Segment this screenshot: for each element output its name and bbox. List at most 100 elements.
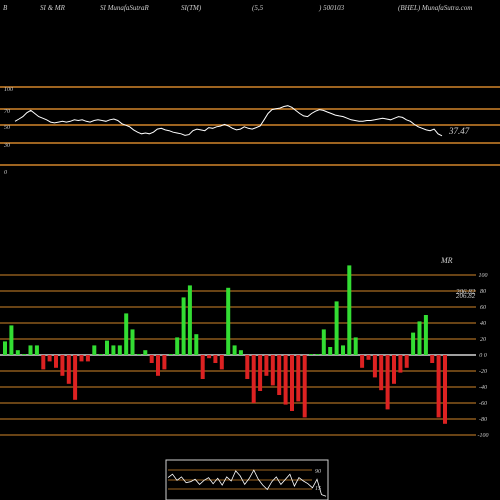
mrsi-bar [60, 355, 65, 376]
mrsi-bar [175, 337, 180, 355]
mrsi-tick-label: -20 [479, 369, 487, 375]
mrsi-tick-label: -80 [479, 417, 487, 423]
mrsi-bar [124, 313, 129, 355]
thumbnail-tick-label: 90 [315, 469, 321, 475]
mrsi-bar [207, 355, 212, 359]
mrsi-bar [334, 301, 339, 355]
mrsi-bar [98, 354, 103, 355]
mrsi-tick-label: 20 [480, 337, 486, 343]
header-text-1: B [3, 4, 8, 12]
mrsi-bar [15, 350, 20, 355]
mrsi-bar [47, 355, 52, 362]
mrsi-bar [111, 345, 116, 355]
rsi-current-value: 37.47 [448, 126, 470, 136]
mrsi-bar [3, 341, 7, 355]
mrsi-bar [302, 355, 307, 418]
mrsi-bar [54, 355, 58, 368]
mrsi-bar [181, 297, 186, 355]
mrsi-value-label: 206.82 [456, 288, 476, 296]
mrsi-bar [28, 345, 33, 355]
mrsi-bar [34, 345, 39, 355]
mrsi-bar [162, 355, 167, 370]
mrsi-bar [321, 329, 326, 355]
mrsi-bar [341, 345, 345, 355]
mrsi-bar [372, 355, 377, 378]
mrsi-bar [385, 355, 390, 410]
mrsi-bar [149, 355, 154, 363]
mrsi-value-label: 206.82 [456, 292, 476, 300]
mrsi-bar [360, 355, 365, 368]
rsi-tick-label: 30 [3, 143, 10, 149]
header-text-3: SI MunafaSutraR [100, 4, 149, 12]
mrsi-bar [392, 355, 396, 384]
mrsi-bar [315, 354, 320, 355]
mrsi-bar [423, 315, 428, 355]
header-text-2: SI & MR [40, 4, 65, 12]
mrsi-bar [200, 355, 205, 379]
mrsi-bar [136, 354, 141, 355]
mrsi-tick-label: 100 [479, 273, 488, 279]
thumbnail-tick-label: 15 [315, 486, 321, 492]
mrsi-tick-label: 80 [480, 289, 486, 295]
mrsi-bar [309, 354, 314, 355]
mrsi-bar [277, 355, 282, 395]
mrsi-bar [168, 354, 173, 355]
mrsi-bar [143, 350, 148, 355]
mrsi-bar [73, 355, 78, 400]
mrsi-bar [353, 337, 358, 355]
mrsi-bar [85, 355, 90, 362]
header-text-4: SI(TM) [181, 4, 202, 12]
mrsi-tick-label: -100 [478, 433, 489, 439]
mrsi-bar [347, 265, 352, 355]
mrsi-bar [417, 321, 422, 355]
mrsi-title: MR [440, 256, 453, 265]
rsi-tick-label: 0 [4, 170, 7, 176]
rsi-tick-label: 100 [4, 87, 13, 93]
mrsi-bar [194, 334, 199, 355]
mrsi-bar [379, 355, 384, 391]
mrsi-bar [436, 355, 441, 418]
mrsi-bar [79, 355, 84, 362]
mrsi-bar [117, 345, 122, 355]
mrsi-bar [251, 355, 256, 403]
mrsi-bar [430, 355, 435, 363]
mrsi-bar [245, 355, 250, 379]
mrsi-bar [219, 355, 224, 370]
mrsi-bar [296, 355, 301, 402]
mrsi-bar [283, 355, 288, 405]
rsi-tick-label: 70 [4, 109, 10, 115]
mrsi-tick-label: 60 [480, 305, 486, 311]
mrsi-bar [66, 355, 71, 384]
mrsi-bar [130, 329, 135, 355]
mrsi-bar [411, 332, 416, 355]
mrsi-tick-label: 0 0 [479, 353, 487, 359]
mrsi-bar [226, 287, 231, 355]
header-text-6: ) 500103 [319, 4, 345, 12]
thumbnail-line [167, 469, 327, 497]
mrsi-bar [156, 355, 160, 376]
mrsi-bar [213, 355, 218, 363]
mrsi-bar [328, 347, 333, 355]
mrsi-bar [187, 285, 192, 355]
mrsi-bar [270, 355, 275, 386]
mrsi-bar [232, 345, 237, 355]
rsi-tick-label: 50 [4, 125, 10, 131]
mrsi-bar [9, 325, 14, 355]
mrsi-tick-label: -60 [479, 401, 487, 407]
mrsi-bar [258, 355, 263, 391]
mrsi-bar [238, 350, 243, 355]
mrsi-bar [404, 355, 409, 368]
mrsi-tick-label: 40 [480, 320, 486, 327]
mrsi-bar [398, 355, 403, 373]
mrsi-bar [105, 340, 109, 355]
mrsi-bar [443, 355, 447, 424]
header-text-7: (BHEL) MunafaSutra.com [398, 4, 473, 12]
mrsi-bar [92, 345, 97, 355]
mrsi-bar [264, 355, 269, 376]
mrsi-bar [41, 355, 46, 370]
mrsi-bar [366, 355, 371, 360]
mrsi-tick-label: -40 [479, 384, 487, 391]
mrsi-bar [22, 354, 27, 355]
